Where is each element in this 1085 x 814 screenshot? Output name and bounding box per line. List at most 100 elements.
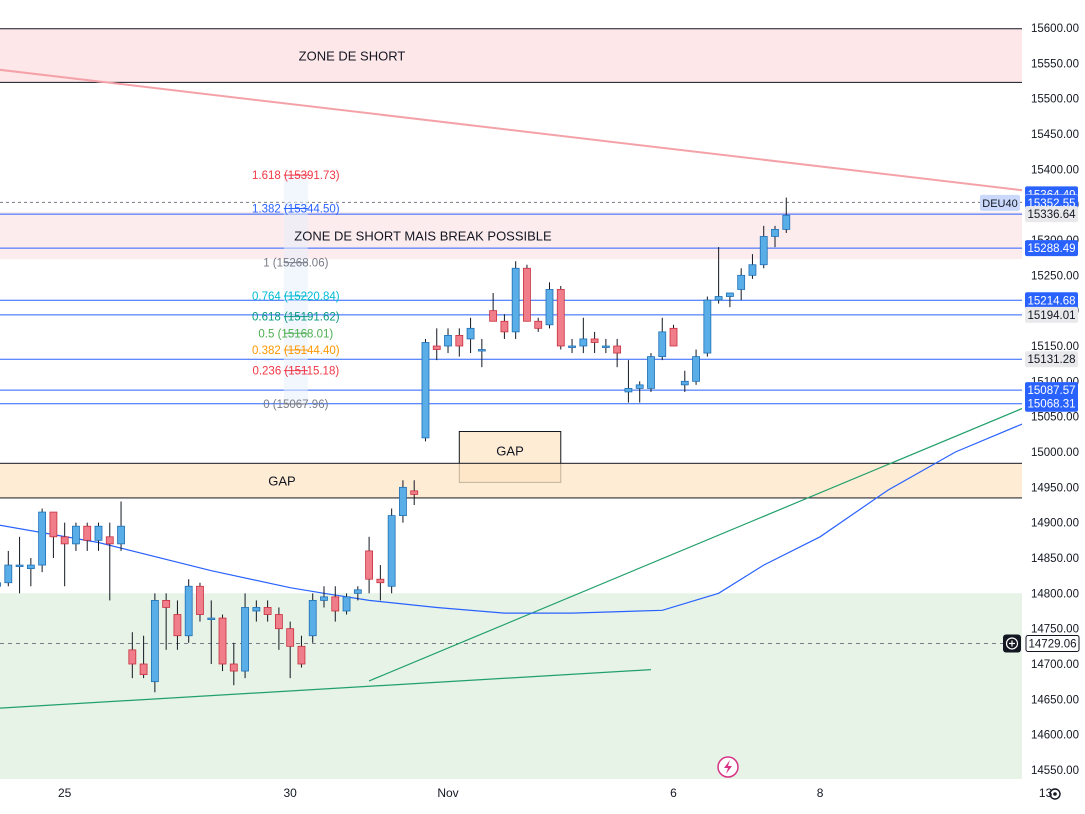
gap-box[interactable] [0,462,1058,499]
candle[interactable] [150,593,159,693]
price-label[interactable] [1025,395,1078,412]
candle-body [601,345,610,348]
candle[interactable] [218,614,227,672]
time-axis[interactable] [0,779,1022,809]
candle[interactable] [455,328,464,357]
candle[interactable] [376,565,385,601]
fib-level-label: 1.382 (15344.50) [252,204,340,216]
candle[interactable] [568,338,576,354]
candle[interactable] [635,381,644,403]
candle[interactable] [421,338,430,442]
candle[interactable] [162,593,171,650]
candle[interactable] [680,370,689,392]
price-label[interactable] [1025,351,1078,368]
candle[interactable] [523,264,531,322]
candle[interactable] [759,225,768,269]
plus-circle-icon[interactable] [1003,634,1021,653]
candle[interactable] [556,285,565,350]
candle[interactable] [432,328,441,361]
candle[interactable] [94,522,103,551]
price-tick-label: 14700.00 [1031,659,1079,671]
moving-average-line[interactable] [0,304,1085,614]
candle[interactable] [263,600,272,622]
candle[interactable] [579,317,588,354]
candle[interactable] [207,600,216,664]
candle[interactable] [342,593,351,615]
price-label[interactable] [1025,206,1078,223]
candle[interactable] [387,508,396,594]
candle[interactable] [331,586,340,622]
candle[interactable] [0,572,1,593]
candle[interactable] [466,317,475,354]
candle[interactable] [105,522,114,601]
candle[interactable] [117,501,125,551]
candle[interactable] [410,480,419,505]
candle-body [692,356,700,382]
price-label[interactable] [1025,240,1078,257]
candle[interactable] [624,360,633,403]
candle[interactable] [252,600,261,622]
candle-body [241,607,249,672]
candle[interactable] [658,317,667,361]
candle[interactable] [229,642,238,686]
candle[interactable] [353,586,362,601]
candle[interactable] [647,353,655,392]
candle[interactable] [534,317,543,332]
candle[interactable] [196,582,204,622]
candle[interactable] [286,621,295,679]
price-label[interactable] [1025,292,1078,309]
candle[interactable] [477,338,486,368]
trendline-resistance[interactable] [0,55,1085,253]
candle[interactable] [26,558,35,587]
gear-icon[interactable] [1049,788,1061,800]
candle[interactable] [511,261,520,339]
candle[interactable] [545,282,554,329]
candle-body [207,617,216,620]
candle[interactable] [669,324,678,347]
candle[interactable] [60,522,69,587]
candle[interactable] [320,586,328,608]
candle[interactable] [771,225,779,248]
lightning-icon[interactable] [717,756,739,778]
price-label-text: 15336.64 [1028,209,1077,221]
trendline-support-steep[interactable] [368,229,1085,682]
candle[interactable] [15,536,24,594]
candle[interactable] [49,511,58,558]
candle[interactable] [613,338,622,368]
candle[interactable] [748,254,757,279]
candle[interactable] [782,197,791,233]
candle[interactable] [365,536,374,594]
candle[interactable] [714,247,723,304]
candle[interactable] [139,635,148,679]
candle[interactable] [274,607,283,650]
candle[interactable] [692,349,700,385]
candle[interactable] [590,331,599,354]
candle[interactable] [500,314,509,339]
candle[interactable] [38,508,47,573]
candle[interactable] [444,328,452,354]
price-label[interactable] [1025,634,1080,652]
candle[interactable] [184,579,193,643]
candle[interactable] [128,632,137,679]
trendline-support-lower[interactable] [0,669,652,716]
candle[interactable] [703,296,712,357]
candle[interactable] [308,593,317,643]
candle[interactable] [4,550,13,587]
candle[interactable] [489,293,498,322]
candle[interactable] [726,292,734,308]
candle[interactable] [241,593,249,679]
candle-body [353,589,362,594]
candle[interactable] [83,522,92,551]
price-label[interactable] [1025,382,1078,399]
price-label[interactable] [1025,306,1078,323]
candle[interactable] [297,635,306,668]
price-tick-label: 15500.00 [1031,94,1079,106]
candle[interactable] [399,480,407,523]
candle[interactable] [173,600,182,650]
candle[interactable] [601,338,610,354]
candle[interactable] [72,522,80,551]
candle[interactable] [737,268,746,301]
fib-level-label: 1 (15268.06) [263,258,328,270]
